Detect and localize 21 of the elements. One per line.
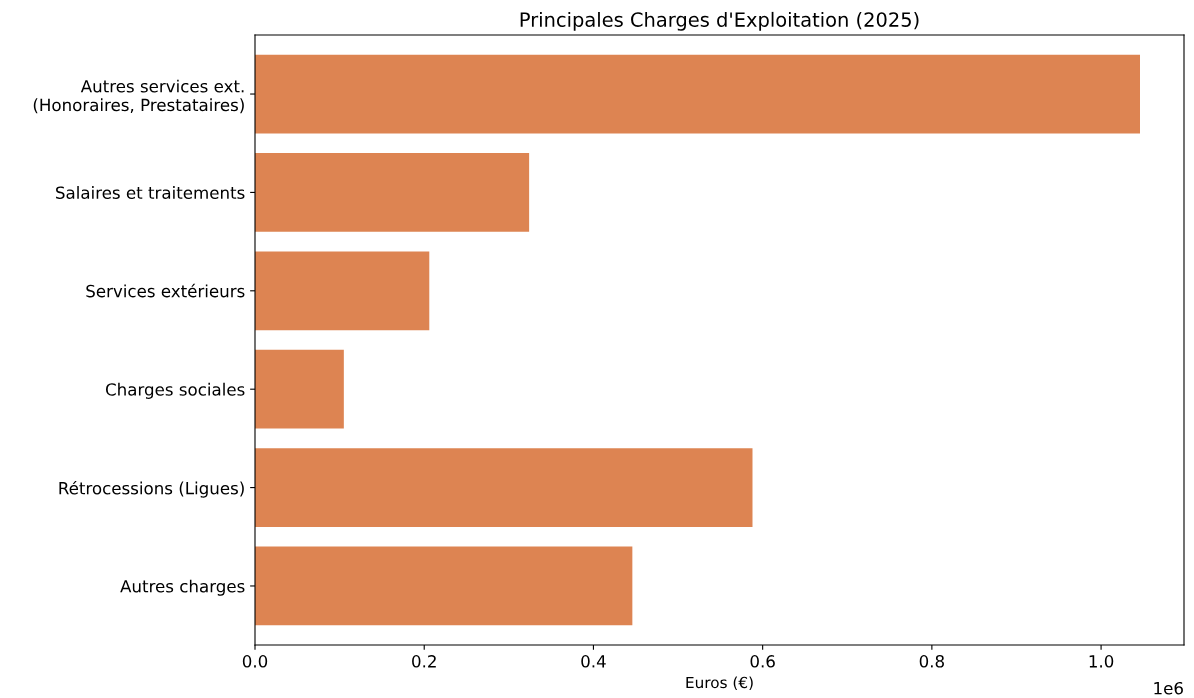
bar xyxy=(255,54,1140,134)
x-axis-title: Euros (€) xyxy=(686,676,753,691)
y-tick-label: Rétrocessions (Ligues) xyxy=(59,480,244,498)
bar xyxy=(255,349,344,429)
x-tick-label: 0.6 xyxy=(750,655,775,668)
x-tick-label: 0.4 xyxy=(581,655,606,668)
x-tick-label: 0.2 xyxy=(412,655,436,668)
bar xyxy=(255,251,430,331)
y-tick-label: Autres services ext. (Honoraires, Prestataires) xyxy=(33,79,244,114)
y-tick-label: Autres charges xyxy=(120,579,245,596)
text: 1e6 xyxy=(1154,681,1183,695)
x-tick-label: 0.8 xyxy=(919,655,944,668)
bar xyxy=(255,546,633,626)
y-tick-label: Salaires et traitements xyxy=(56,186,245,199)
chart-title: Principales Charges d'Exploitation (2025) xyxy=(520,11,919,31)
x-tick-label: 1.0 xyxy=(1089,655,1114,668)
y-tick-label: Services extérieurs xyxy=(86,283,245,298)
bar xyxy=(255,153,530,232)
x-tick-label: 0.0 xyxy=(242,655,268,668)
bar xyxy=(255,448,753,527)
y-tick-label: Charges sociales xyxy=(105,382,245,399)
